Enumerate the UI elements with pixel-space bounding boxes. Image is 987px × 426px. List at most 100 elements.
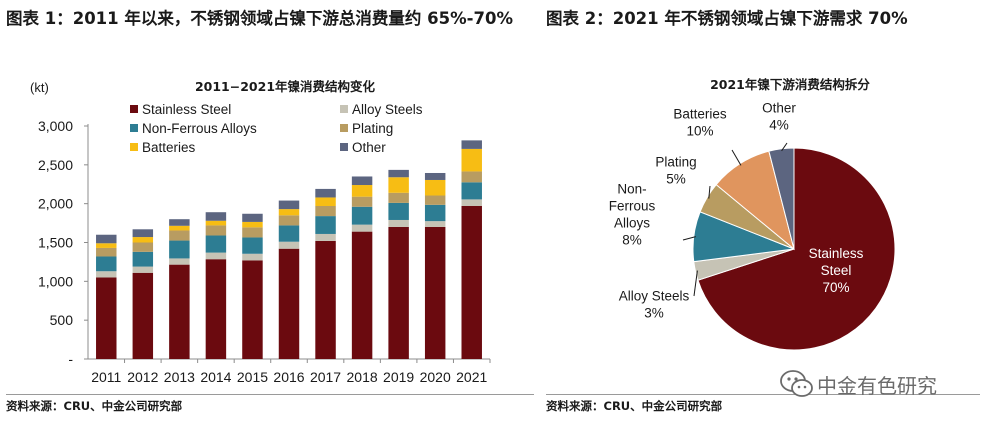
pie-label: Plating 5% — [655, 155, 696, 187]
bar-segment-stainless-steel — [132, 272, 154, 359]
bar-segment-non-ferrous-alloys — [424, 204, 446, 222]
pie-label-line: Other — [762, 101, 796, 116]
bar-segment-stainless-steel — [278, 248, 300, 359]
bar-segment-other — [351, 176, 373, 186]
x-tick-label: 2018 — [347, 369, 378, 385]
bar-segment-plating — [242, 227, 263, 238]
bar-segment-plating — [205, 225, 227, 236]
legend-swatch — [130, 105, 138, 113]
pie-label-line: 3% — [644, 306, 664, 321]
legend-swatch — [130, 124, 138, 132]
leader-line — [781, 142, 788, 152]
x-tick-label: 2013 — [164, 369, 195, 385]
pie-label-line: 4% — [769, 118, 789, 133]
y-axis-unit: (kt) — [30, 80, 49, 95]
watermark-text: 中金有色研究 — [817, 374, 937, 398]
pie-label-line: Non- — [617, 182, 646, 197]
left-figure-title: 图表 1：2011 年以来，不锈钢领域占镍下游总消费量约 65%-70% — [6, 9, 513, 28]
bar-segment-batteries — [278, 209, 300, 216]
x-tick-label: 2012 — [127, 369, 158, 385]
bar-segment-stainless-steel — [351, 231, 373, 359]
bar-segment-non-ferrous-alloys — [169, 240, 190, 259]
bar-segment-batteries — [132, 237, 154, 243]
bar-segment-stainless-steel — [461, 205, 482, 359]
pie-label: Alloy Steels 3% — [619, 289, 690, 321]
x-tick-label: 2021 — [456, 369, 487, 385]
bar-segment-alloy-steels — [315, 233, 336, 241]
bar-segment-alloy-steels — [169, 258, 190, 265]
bar-segment-non-ferrous-alloys — [388, 202, 409, 220]
pie-label-line: Plating — [655, 155, 696, 170]
bar-segment-batteries — [169, 225, 190, 231]
y-tick-label: 1,000 — [38, 273, 73, 289]
bar-segment-stainless-steel — [315, 240, 336, 359]
bar-segment-batteries — [96, 243, 117, 248]
bar-segment-other — [461, 140, 482, 149]
bar-segment-other — [315, 188, 336, 198]
bar-segment-other — [388, 169, 409, 178]
right-figure-title: 图表 2：2021 年不锈钢领域占镍下游需求 70% — [546, 9, 908, 28]
pie-label-line: 5% — [666, 172, 686, 187]
legend-swatch — [340, 124, 348, 132]
leader-line — [682, 236, 696, 241]
bar-segment-batteries — [461, 148, 482, 172]
pie-slice-stainless-steel — [697, 147, 896, 351]
stacked-bar-chart: - 500 1,000 1,500 2,000 2,500 3,000 2011 2012 201… — [38, 102, 491, 385]
bar-segment-plating — [96, 247, 117, 257]
watermark: 中金有色研究 — [779, 368, 969, 402]
legend-swatch — [340, 143, 348, 151]
legend-label: Plating — [352, 121, 393, 136]
bar-segment-plating — [132, 242, 154, 252]
bar-segment-plating — [461, 171, 482, 183]
bar-segment-stainless-steel — [205, 259, 227, 359]
right-source-note: 资料来源：CRU、中金公司研究部 — [546, 399, 723, 413]
bar-segment-alloy-steels — [242, 253, 263, 261]
pie-label: Batteries 10% — [673, 107, 727, 139]
bar-segment-batteries — [242, 221, 263, 228]
bar-segment-other — [96, 234, 117, 244]
pie-label-line: Steel — [821, 263, 852, 278]
leader-line — [731, 149, 742, 166]
pie-label-line: 10% — [686, 124, 713, 139]
pie-slice-other — [768, 147, 795, 250]
legend-label: Non-Ferrous Alloys — [142, 121, 257, 136]
y-tick-label: 3,000 — [38, 118, 73, 134]
bar-segment-non-ferrous-alloys — [96, 256, 117, 272]
bar-segment-non-ferrous-alloys — [461, 182, 482, 200]
bar-segment-stainless-steel — [96, 277, 117, 359]
legend-swatch — [340, 105, 348, 113]
pie-label-line: Batteries — [673, 107, 727, 122]
y-tick-label: 2,000 — [38, 196, 73, 212]
bar-segment-stainless-steel — [388, 226, 409, 359]
right-divider — [546, 394, 980, 395]
bar-segment-plating — [424, 195, 446, 205]
legend-label: Batteries — [142, 140, 196, 155]
y-tick-label: - — [68, 351, 73, 367]
bar-segment-plating — [315, 205, 336, 217]
bar-segment-alloy-steels — [96, 271, 117, 278]
bar-segment-non-ferrous-alloys — [132, 251, 154, 267]
bar-segment-alloy-steels — [132, 266, 154, 273]
y-tick-label: 1,500 — [38, 235, 73, 251]
leader-line — [708, 185, 711, 199]
bar-segment-other — [424, 172, 446, 180]
pie-label-line: Stainless — [809, 246, 864, 261]
pie-label: Stainless Steel 70% — [809, 246, 864, 295]
x-tick-label: 2011 — [91, 369, 121, 385]
bar-segment-alloy-steels — [461, 199, 482, 206]
bar-segment-non-ferrous-alloys — [351, 206, 373, 225]
bar-segment-stainless-steel — [169, 264, 190, 359]
legend-swatch — [130, 143, 138, 151]
bar-segment-other — [205, 212, 227, 221]
pie-label-line: 8% — [622, 233, 642, 248]
pie-label-line: Ferrous — [609, 199, 656, 214]
bar-segment-plating — [388, 192, 409, 203]
left-divider — [6, 394, 534, 395]
pie-chart-title: 2021年镍下游消费结构拆分 — [710, 77, 870, 92]
bar-segment-plating — [351, 196, 373, 207]
pie-label: Other 4% — [762, 101, 796, 133]
bar-segment-plating — [278, 215, 300, 226]
bar-segment-other — [242, 213, 263, 222]
left-source-note: 资料来源：CRU、中金公司研究部 — [6, 399, 183, 413]
legend-label: Other — [352, 140, 386, 155]
